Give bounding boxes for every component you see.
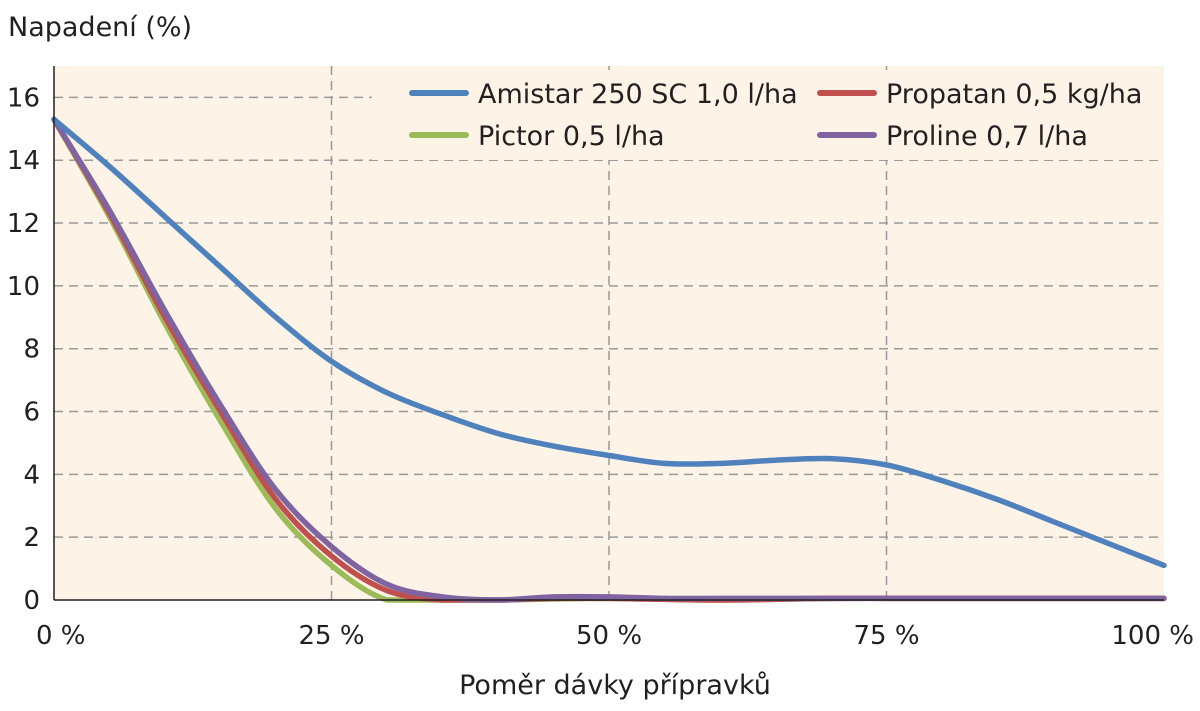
legend-label: Proline 0,7 l/ha (886, 121, 1088, 152)
y-tick-label: 0 (23, 586, 40, 616)
legend: Amistar 250 SC 1,0 l/ha Propatan 0,5 kg/h… (409, 79, 1142, 152)
x-tick-label: 100 % (1111, 621, 1194, 651)
legend-label: Pictor 0,5 l/ha (478, 121, 665, 152)
legend-label: Amistar 250 SC 1,0 l/ha (478, 79, 798, 110)
series-line-1 (51, 116, 1167, 569)
y-tick-label: 4 (23, 460, 40, 490)
x-tick-label: 25 % (298, 621, 364, 651)
y-tick-label: 6 (23, 398, 40, 428)
tick-labels: 0 2 4 6 8 10 12 14 16 0 % 25 % 50 % 75 % 100 % (7, 83, 1194, 651)
y-tick-label: 2 (23, 523, 40, 553)
y-tick-label: 16 (7, 83, 40, 113)
y-axis-label: Napadení (%) (8, 12, 192, 43)
x-tick-label: 0 % (36, 621, 86, 651)
x-tick-label: 50 % (576, 621, 642, 651)
x-tick-label: 75 % (853, 621, 919, 651)
legend-label: Propatan 0,5 kg/ha (886, 79, 1142, 110)
x-axis-label: Poměr dávky přípravků (459, 670, 771, 701)
y-tick-label: 10 (7, 272, 40, 302)
y-tick-label: 12 (7, 209, 40, 239)
y-tick-label: 8 (23, 335, 40, 365)
y-tick-label: 14 (7, 146, 40, 176)
axes (53, 66, 1164, 601)
legend-background (372, 70, 1162, 160)
